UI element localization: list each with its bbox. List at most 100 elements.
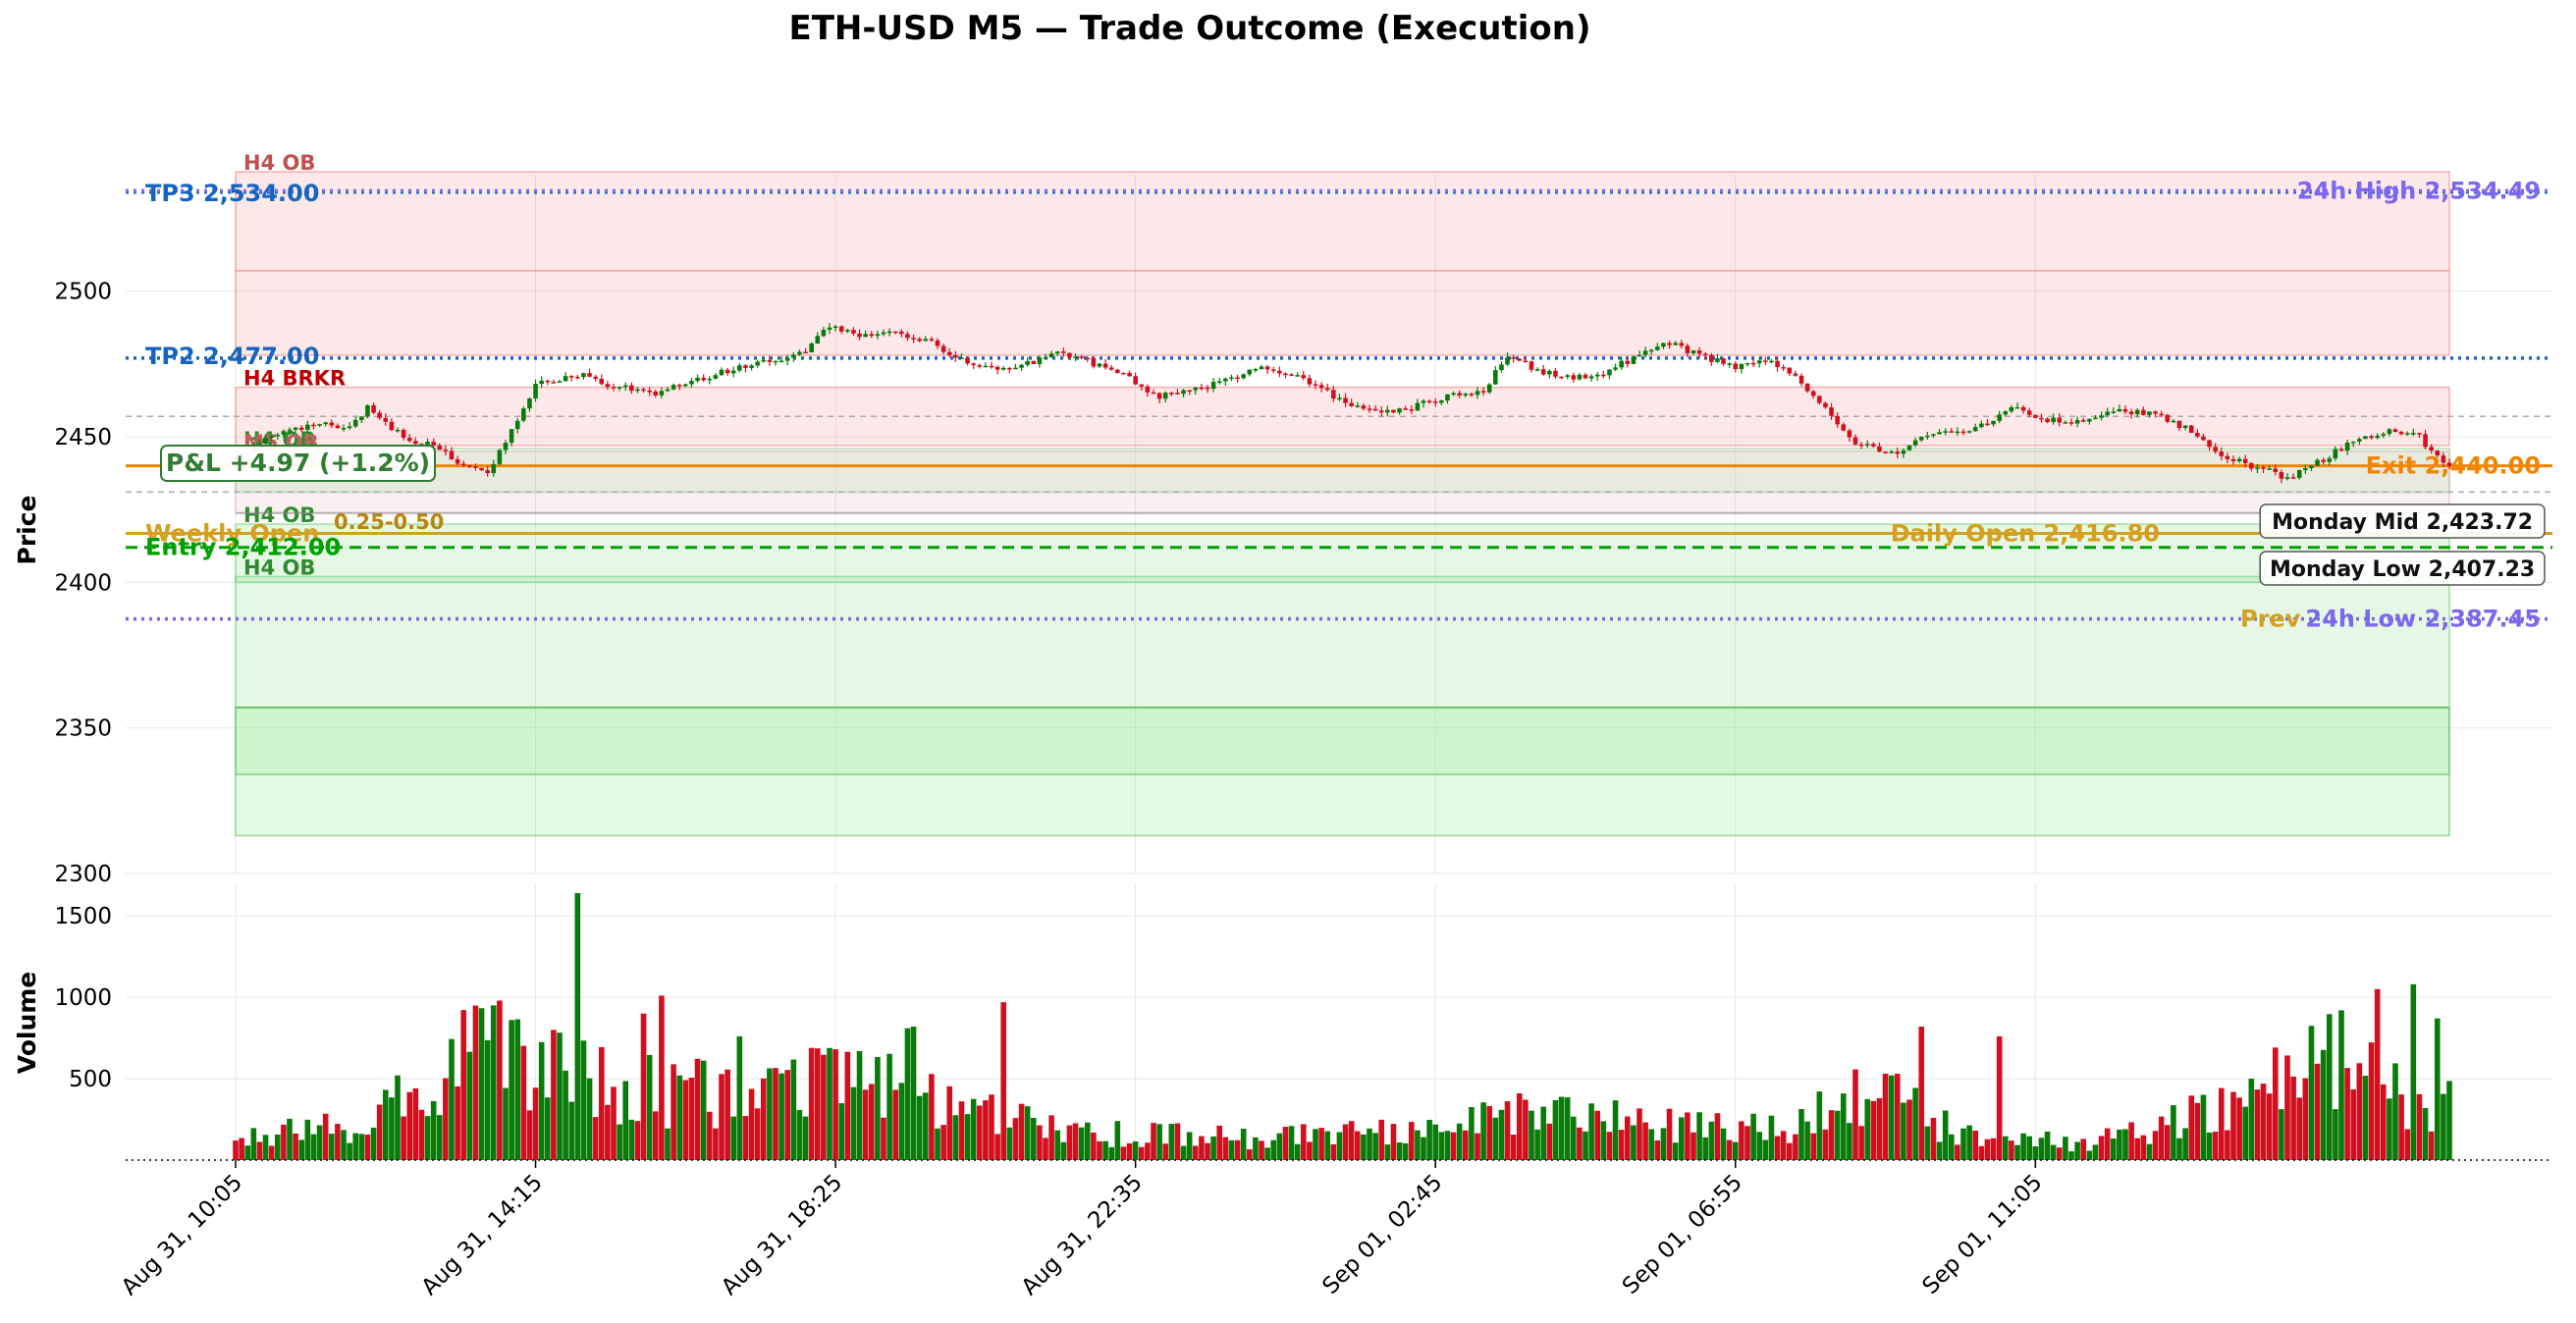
candle-body-343 — [2290, 477, 2296, 479]
volume-bar-49 — [526, 1110, 533, 1160]
candle-body-247 — [1715, 358, 1720, 362]
candle-body-219 — [1547, 370, 1552, 375]
candle-body-267 — [1835, 415, 1840, 425]
volume-bar-277 — [1894, 1074, 1901, 1160]
monday-mid-box — [2259, 503, 2546, 539]
volume-bar-298 — [2020, 1133, 2026, 1160]
candle-body-295 — [2003, 411, 2009, 415]
volume-bar-348 — [2320, 1049, 2327, 1160]
volume-bar-336 — [2248, 1079, 2255, 1160]
candle-body-79 — [707, 378, 713, 381]
candle-body-103 — [851, 330, 856, 334]
volume-bar-306 — [2068, 1151, 2074, 1160]
candle-body-202 — [1445, 394, 1450, 401]
volume-bar-232 — [1624, 1116, 1631, 1160]
volume-bar-359 — [2387, 1098, 2392, 1160]
volume-bar-38 — [460, 1010, 467, 1160]
candle-body-185 — [1343, 397, 1348, 403]
candle-body-83 — [730, 370, 736, 374]
candle-body-189 — [1367, 408, 1372, 410]
volume-bar-112 — [904, 1028, 911, 1160]
volume-bar-192 — [1384, 1144, 1391, 1160]
volume-bar-339 — [2266, 1093, 2273, 1160]
candle-body-207 — [1475, 391, 1480, 396]
volume-bar-100 — [832, 1049, 838, 1160]
candle-body-19 — [347, 426, 352, 429]
x-tick-label-0: Aug 31, 10:05 — [117, 1170, 247, 1300]
candle-body-203 — [1451, 393, 1456, 396]
volume-bar-102 — [844, 1051, 851, 1160]
candle-body-181 — [1318, 385, 1324, 389]
x-tick-label-6: Sep 01, 11:05 — [1917, 1170, 2047, 1299]
candle-body-172 — [1264, 366, 1270, 370]
candle-body-274 — [1877, 446, 1882, 452]
candle-body-148 — [1121, 373, 1126, 375]
candle-body-126 — [989, 365, 994, 368]
volume-bar-358 — [2380, 1084, 2387, 1160]
candle-body-284 — [1937, 432, 1942, 435]
volume-bar-50 — [532, 1087, 539, 1160]
candle-body-166 — [1229, 377, 1234, 379]
volume-bar-263 — [1810, 1133, 1817, 1160]
candle-body-368 — [2441, 455, 2446, 463]
volume-bar-195 — [1402, 1142, 1409, 1160]
volume-bar-247 — [1714, 1113, 1721, 1160]
volume-bar-362 — [2404, 1129, 2411, 1160]
candle-body-304 — [2057, 417, 2063, 423]
volume-bar-69 — [646, 1054, 653, 1160]
pnl-box — [160, 445, 436, 482]
volume-bar-300 — [2032, 1146, 2039, 1160]
level-label-entry: Entry 2,412.00 — [145, 534, 341, 561]
volume-bar-34 — [436, 1115, 443, 1160]
candle-body-223 — [1571, 375, 1577, 380]
volume-bar-123 — [970, 1098, 977, 1160]
volume-bar-111 — [898, 1083, 905, 1160]
level-label-exit: Exit 2,440.00 — [2366, 452, 2541, 480]
candle-body-102 — [845, 330, 850, 332]
volume-bar-135 — [1043, 1138, 1048, 1160]
candle-body-93 — [791, 354, 796, 358]
candle-body-288 — [1960, 431, 1966, 434]
volume-bar-230 — [1612, 1100, 1619, 1160]
volume-bar-351 — [2338, 1010, 2344, 1160]
volume-bar-220 — [1552, 1099, 1559, 1160]
volume-bar-94 — [796, 1109, 803, 1160]
volume-bar-18 — [341, 1130, 347, 1160]
candle-body-246 — [1709, 354, 1714, 362]
candle-body-356 — [2369, 436, 2374, 439]
volume-bar-173 — [1270, 1139, 1277, 1160]
candle-body-216 — [1529, 361, 1534, 370]
candle-body-114 — [917, 339, 922, 342]
candle-body-53 — [551, 382, 557, 384]
candle-body-360 — [2392, 429, 2398, 433]
candle-body-127 — [994, 366, 1000, 370]
volume-bar-322 — [2164, 1125, 2171, 1160]
candle-body-174 — [1277, 370, 1282, 374]
candle-body-84 — [737, 365, 742, 371]
volume-bar-25 — [382, 1089, 389, 1160]
candle-body-265 — [1823, 402, 1828, 408]
volume-bar-47 — [514, 1019, 521, 1160]
candle-body-357 — [2375, 435, 2380, 439]
volume-bar-289 — [1966, 1125, 1972, 1160]
volume-bar-287 — [1955, 1144, 1960, 1160]
level-label-prev: Prev — [2240, 606, 2301, 633]
candle-body-341 — [2279, 472, 2284, 479]
volume-bar-242 — [1685, 1112, 1690, 1160]
volume-bar-19 — [347, 1142, 352, 1160]
volume-bar-250 — [1732, 1141, 1739, 1160]
candle-body-243 — [1690, 350, 1696, 353]
candle-body-149 — [1127, 373, 1132, 377]
volume-bar-243 — [1690, 1132, 1696, 1160]
candle-body-141 — [1079, 356, 1084, 358]
candle-body-41 — [479, 467, 484, 471]
candle-body-271 — [1858, 444, 1864, 447]
zone-box-5 — [235, 575, 2450, 775]
volume-bar-29 — [406, 1091, 413, 1160]
candle-body-121 — [959, 357, 964, 359]
candle-body-362 — [2404, 433, 2410, 435]
volume-bar-79 — [706, 1111, 713, 1160]
volume-bar-35 — [443, 1078, 449, 1160]
candle-body-303 — [2051, 417, 2056, 423]
volume-bar-160 — [1192, 1145, 1199, 1160]
